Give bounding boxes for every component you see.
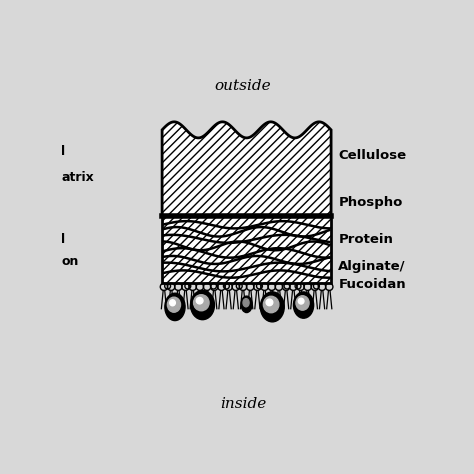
- Text: on: on: [61, 255, 79, 268]
- Ellipse shape: [260, 292, 284, 322]
- Ellipse shape: [170, 300, 175, 306]
- Text: atrix: atrix: [61, 171, 94, 184]
- Polygon shape: [162, 122, 331, 216]
- Ellipse shape: [243, 299, 249, 307]
- Ellipse shape: [293, 292, 314, 318]
- Text: Fucoidan: Fucoidan: [338, 279, 406, 292]
- Ellipse shape: [167, 297, 181, 312]
- Ellipse shape: [298, 298, 304, 304]
- Text: Protein: Protein: [338, 233, 393, 246]
- Ellipse shape: [196, 298, 203, 304]
- Ellipse shape: [193, 295, 209, 311]
- Ellipse shape: [264, 296, 279, 313]
- Ellipse shape: [191, 291, 214, 319]
- Text: l: l: [61, 145, 65, 158]
- Ellipse shape: [165, 293, 185, 320]
- Text: Cellulose: Cellulose: [338, 149, 407, 162]
- Text: l: l: [61, 233, 65, 246]
- Ellipse shape: [241, 296, 252, 312]
- Text: outside: outside: [215, 79, 271, 93]
- Text: inside: inside: [220, 397, 266, 410]
- Polygon shape: [162, 216, 331, 283]
- Text: Phospho: Phospho: [338, 196, 403, 210]
- Ellipse shape: [296, 296, 309, 310]
- Ellipse shape: [266, 299, 273, 306]
- Text: Alginate/: Alginate/: [338, 260, 406, 273]
